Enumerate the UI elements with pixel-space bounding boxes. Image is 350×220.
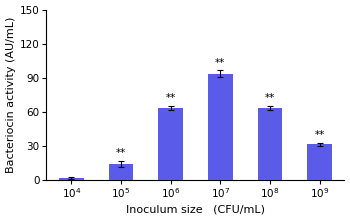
Text: **: ** xyxy=(215,58,225,68)
Bar xyxy=(158,108,183,180)
Bar xyxy=(307,144,332,180)
Bar xyxy=(208,73,233,180)
Text: **: ** xyxy=(315,130,325,140)
Text: **: ** xyxy=(166,93,176,103)
Bar xyxy=(59,178,84,180)
Y-axis label: Bacteriocin activity (AU/mL): Bacteriocin activity (AU/mL) xyxy=(6,16,15,173)
Bar xyxy=(258,108,282,180)
Bar xyxy=(108,164,133,180)
X-axis label: Inoculum size   (CFU/mL): Inoculum size (CFU/mL) xyxy=(126,204,265,214)
Text: **: ** xyxy=(116,148,126,158)
Text: **: ** xyxy=(265,93,275,103)
